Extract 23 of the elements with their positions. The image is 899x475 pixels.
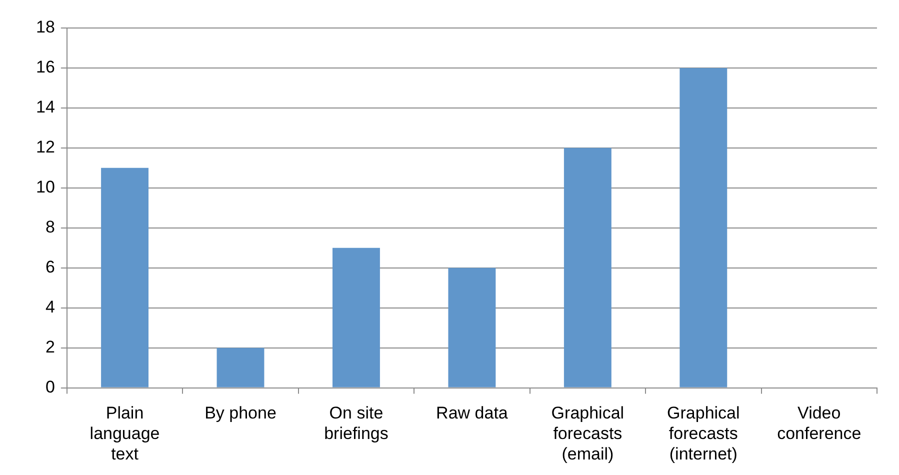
bar (680, 68, 728, 388)
bar (332, 248, 380, 388)
x-tick-label: By phone (204, 404, 276, 423)
bar (448, 268, 496, 388)
y-tick-label: 6 (45, 258, 55, 277)
bar (101, 168, 148, 388)
y-tick-label: 4 (45, 298, 55, 317)
x-tick-label: Graphical forecasts (internet) (667, 404, 740, 464)
y-tick-label: 12 (36, 138, 55, 157)
y-tick-label: 18 (36, 18, 55, 37)
y-tick-label: 16 (36, 58, 55, 77)
x-tick-label: Video conference (777, 404, 862, 444)
bar (216, 348, 264, 388)
y-tick-label: 8 (45, 218, 55, 237)
y-tick-label: 14 (36, 98, 55, 117)
x-tick-label: On site briefings (324, 404, 388, 444)
x-tick-label: Graphical forecasts (email) (551, 404, 624, 464)
x-tick-label: Plain language text (90, 404, 160, 464)
y-tick-label: 10 (36, 178, 55, 197)
y-tick-label: 2 (45, 338, 55, 357)
bar (564, 148, 612, 388)
x-tick-label: Raw data (436, 404, 508, 423)
y-tick-label: 0 (45, 377, 55, 396)
